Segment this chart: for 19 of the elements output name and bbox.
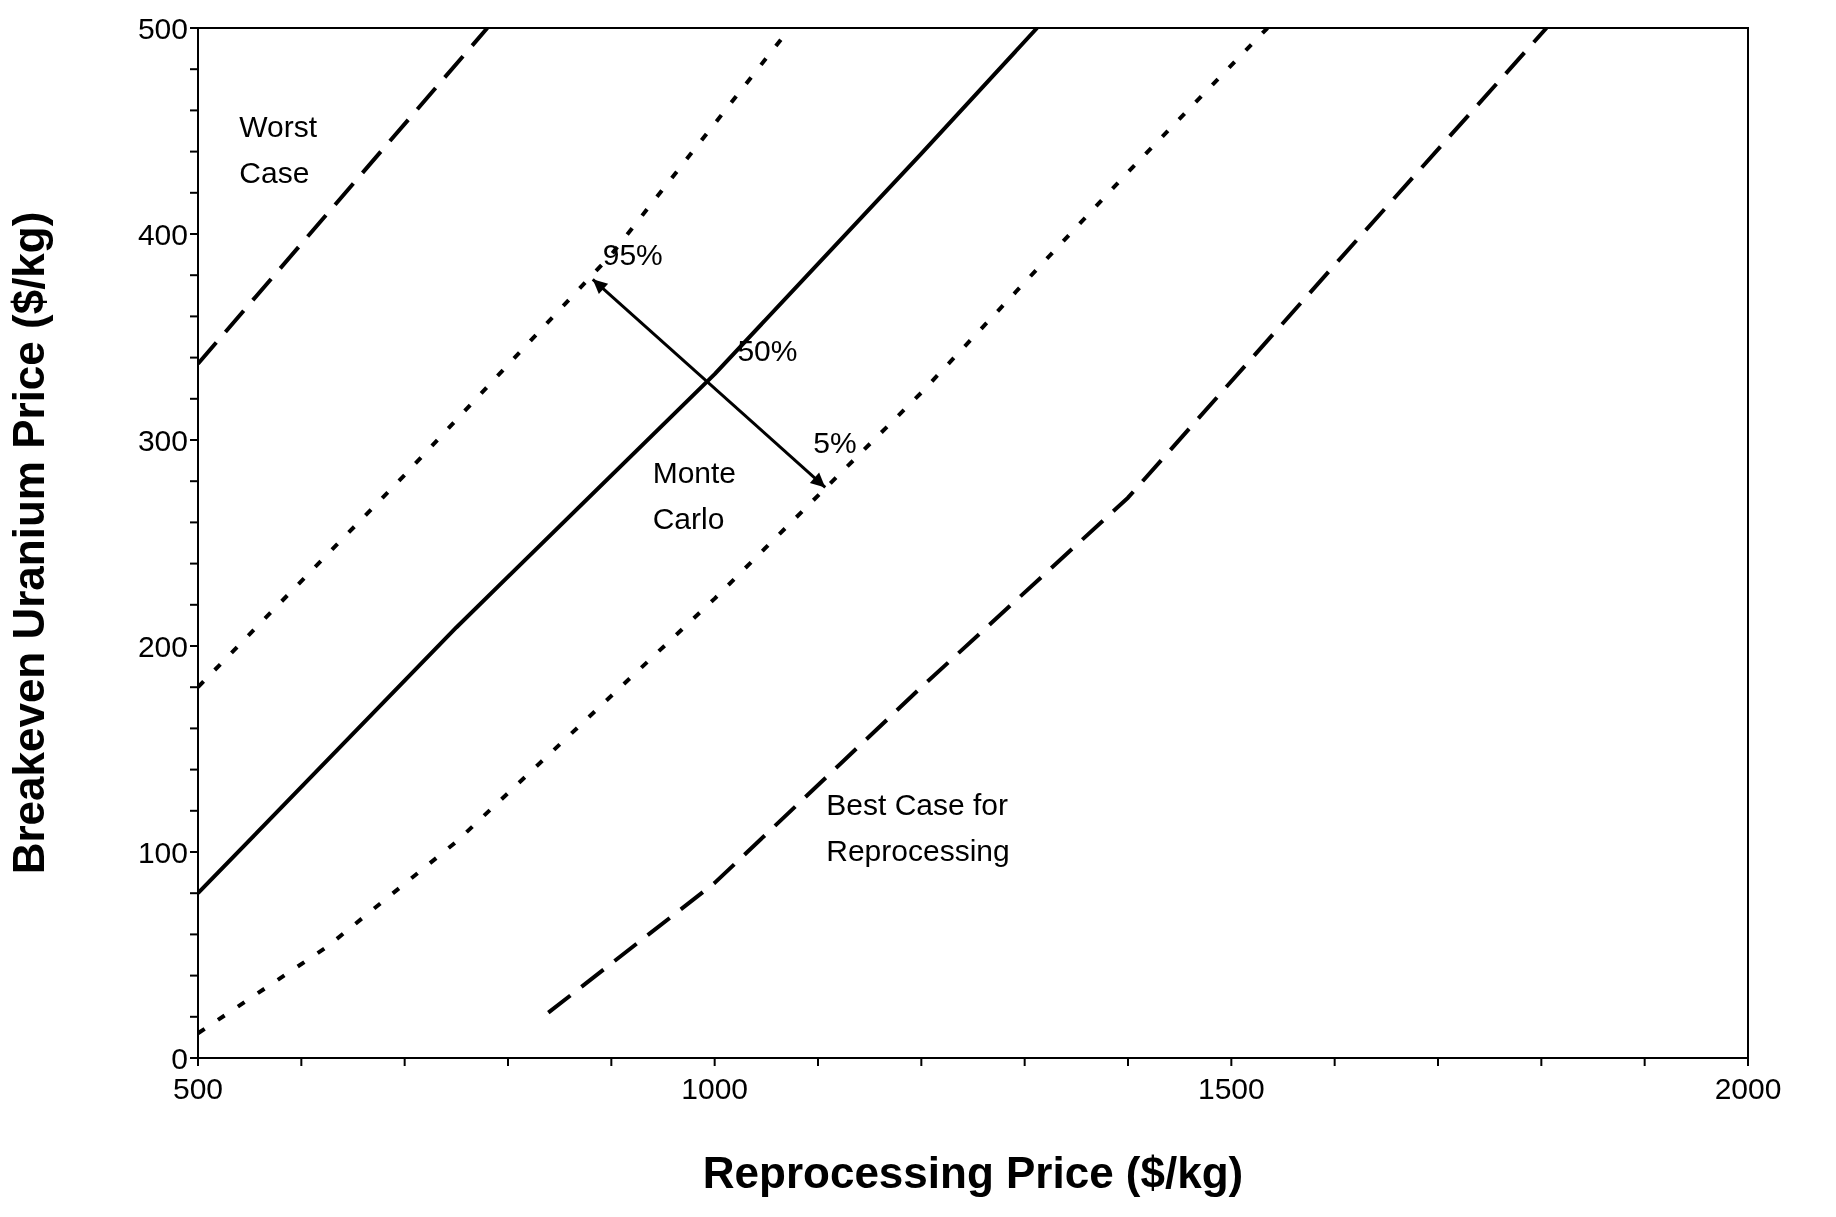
y-tick-label: 500 xyxy=(137,11,188,45)
y-axis-title: Breakeven Uranium Price ($/kg) xyxy=(3,211,53,875)
annotation: 95% xyxy=(602,238,663,272)
x-tick-label: 500 xyxy=(172,1072,224,1106)
y-tick-label: 0 xyxy=(171,1041,188,1075)
annotation: Worst Case xyxy=(239,109,318,189)
x-tick-label: 1000 xyxy=(681,1072,749,1106)
x-tick-label: 2000 xyxy=(1714,1072,1782,1106)
x-axis-title: Reprocessing Price ($/kg) xyxy=(702,1148,1244,1197)
line-series xyxy=(546,28,1549,1015)
x-tick-label: 1500 xyxy=(1197,1072,1265,1106)
y-tick-label: 300 xyxy=(137,423,188,457)
y-tick-label: 400 xyxy=(137,217,188,251)
annotation: 5% xyxy=(813,426,857,460)
line-series xyxy=(198,28,1270,1036)
y-tick-label: 200 xyxy=(137,629,188,663)
annotation: Best Case for Reprocessing xyxy=(826,787,1010,867)
annotation: Monte Carlo xyxy=(652,455,737,535)
y-tick-label: 100 xyxy=(137,835,188,869)
